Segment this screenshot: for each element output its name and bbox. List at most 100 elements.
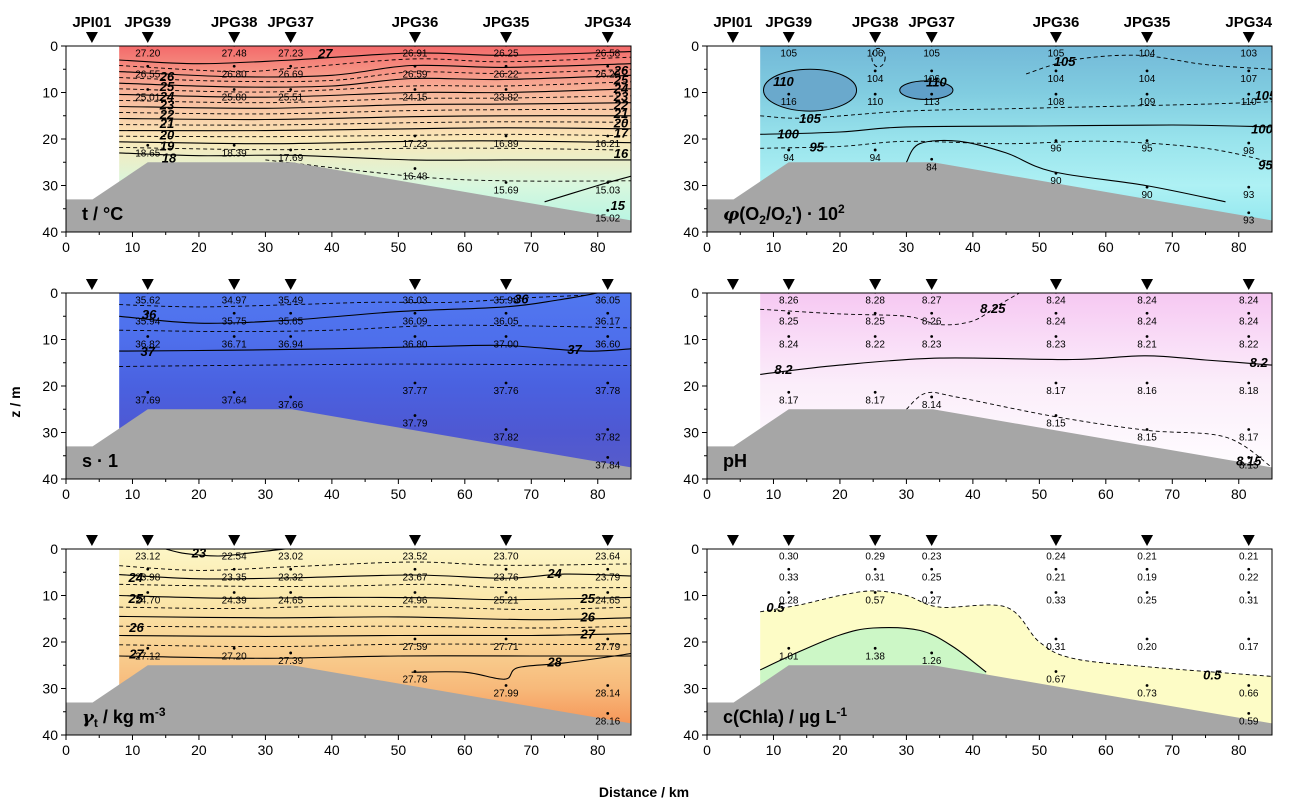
contour-line (119, 293, 598, 324)
sample-point (1145, 139, 1149, 143)
station-marker (500, 32, 513, 43)
sample-point (232, 567, 236, 571)
sample-value: 8.23 (1046, 340, 1066, 351)
station-marker (408, 535, 421, 546)
sample-point (1054, 381, 1058, 385)
sample-value: 0.22 (1239, 572, 1259, 583)
contour-line (119, 115, 631, 121)
contour-label: 36 (142, 307, 157, 322)
sample-value: 0.27 (922, 596, 942, 607)
x-tick-label: 40 (965, 486, 981, 502)
contour-label: 20 (613, 115, 629, 130)
sample-point (289, 88, 293, 91)
x-tick-label: 80 (590, 742, 606, 758)
sample-point (1247, 456, 1251, 459)
contour-label: 110 (773, 74, 794, 89)
x-tick-label: 40 (324, 486, 340, 502)
sample-point (504, 567, 508, 571)
contour-label: 37 (141, 344, 156, 359)
sample-value: 0.67 (1046, 675, 1066, 686)
sample-point (1145, 637, 1149, 641)
seafloor (707, 162, 1272, 232)
sample-value: 0.57 (865, 596, 885, 607)
contour-line (119, 68, 631, 83)
station-marker (85, 32, 98, 43)
sample-value: 105 (1048, 48, 1065, 59)
y-tick-label: 40 (683, 727, 699, 743)
sample-point (289, 148, 293, 152)
sample-point (1054, 637, 1058, 641)
sample-value: 84 (926, 162, 938, 173)
sample-value: 27.59 (402, 642, 427, 653)
contour-label: 105 (799, 111, 821, 126)
sample-value: 25.21 (494, 596, 519, 607)
sample-value: 0.25 (1137, 596, 1157, 607)
seafloor (66, 162, 631, 232)
panel-temperature: 2726252423222120191826252423222120171615… (42, 14, 631, 255)
contour-label: 36 (514, 292, 529, 307)
station-marker (228, 32, 241, 43)
station-marker (1141, 279, 1154, 290)
sample-point (606, 712, 610, 715)
sample-point (413, 381, 417, 385)
sample-value: 35.94 (135, 316, 160, 327)
station-marker (601, 535, 614, 546)
contour-line (119, 127, 631, 132)
sample-value: 0.31 (1046, 642, 1066, 653)
sample-point (504, 591, 508, 594)
sample-value: 0.31 (1239, 596, 1259, 607)
sample-value: 8.24 (1046, 316, 1066, 327)
station-name: JPG39 (765, 14, 812, 31)
sample-value: 15.02 (595, 213, 620, 224)
sample-value: 26.20 (595, 69, 620, 80)
seafloor (66, 665, 631, 735)
sample-value: 26.25 (494, 48, 519, 59)
contour-label: 110 (926, 74, 947, 89)
x-tick-label: 0 (703, 742, 711, 758)
contour-label: 24 (159, 89, 175, 104)
sample-point (289, 567, 293, 571)
sample-value: 15.69 (494, 186, 519, 197)
x-tick-label: 40 (324, 742, 340, 758)
contour-label: 25 (580, 591, 596, 606)
sample-point (787, 335, 791, 338)
sample-value: 36.05 (595, 295, 620, 306)
sample-point (1054, 311, 1058, 315)
sample-value: 0.31 (865, 572, 885, 583)
station-marker (141, 32, 154, 43)
sample-value: 37.64 (222, 395, 247, 406)
contour-line (119, 625, 631, 629)
sample-point (873, 390, 877, 394)
sample-point (146, 591, 150, 594)
contour-line (119, 133, 631, 138)
plot-area: 8.25 8.2 8.2 8.15 8.26 8.25 8.24 8.17 8.28 8.25 8.… (707, 293, 1272, 479)
sample-point (606, 637, 610, 641)
sample-point (1145, 428, 1149, 431)
y-tick-label: 0 (50, 38, 58, 54)
sample-point (1247, 567, 1251, 571)
panel-label: φ(O2/O2') · 102 (723, 202, 845, 227)
station-marker (726, 279, 739, 290)
sample-point (873, 69, 877, 73)
x-tick-label: 30 (258, 239, 274, 255)
sample-point (232, 335, 236, 338)
sample-point (930, 335, 934, 338)
sample-point (930, 92, 934, 96)
sample-point (504, 311, 508, 315)
sample-value: 94 (783, 153, 795, 164)
sample-value: 105 (923, 48, 940, 59)
sample-value: 35.62 (135, 295, 160, 306)
sample-point (1247, 381, 1251, 385)
contour-label: 26 (159, 69, 175, 84)
x-tick-label: 20 (191, 742, 207, 758)
x-tick-label: 30 (258, 742, 274, 758)
station-marker (1242, 535, 1255, 546)
sample-value: 98 (1243, 146, 1255, 157)
panel-ph: 8.25 8.2 8.2 8.15 8.26 8.25 8.24 8.17 8.28 8.25 8.… (683, 279, 1273, 502)
sample-value: 95 (1141, 144, 1153, 155)
sample-value: 8.25 (779, 316, 799, 327)
station-marker (925, 279, 938, 290)
contour-label: 16 (614, 146, 629, 161)
station-marker (782, 535, 795, 546)
